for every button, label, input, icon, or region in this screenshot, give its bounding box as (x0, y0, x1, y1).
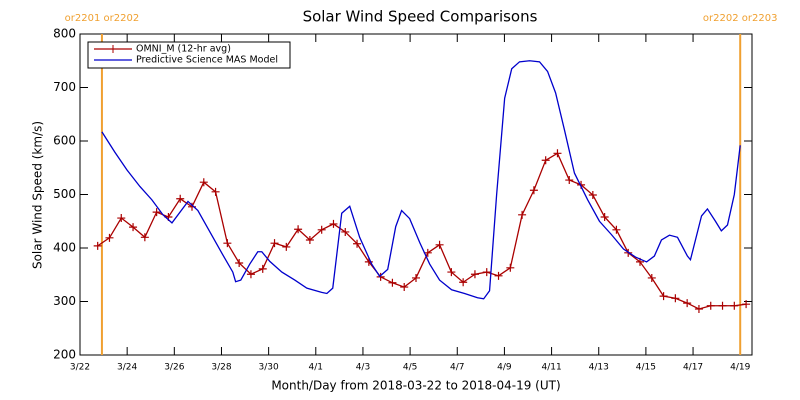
point-marker (294, 225, 303, 234)
point-marker (223, 239, 232, 248)
point-marker (400, 283, 409, 292)
x-tick-label: 4/13 (589, 363, 609, 373)
point-marker (694, 304, 703, 313)
point-marker (435, 240, 444, 249)
point-marker (718, 301, 727, 310)
point-marker (329, 219, 338, 228)
x-tick-label: 3/24 (117, 363, 137, 373)
point-marker (317, 225, 326, 234)
legend-label: Predictive Science MAS Model (136, 55, 278, 66)
boundary-label: or2202 or2203 (703, 13, 778, 24)
point-marker (588, 191, 597, 200)
boundary-label: or2201 or2202 (65, 13, 140, 24)
point-marker (518, 210, 527, 219)
point-marker (482, 268, 491, 277)
point-marker (341, 227, 350, 236)
point-marker (176, 194, 185, 203)
x-tick-label: 3/26 (164, 363, 184, 373)
x-tick-label: 3/28 (211, 363, 231, 373)
point-marker (258, 264, 267, 273)
x-tick-label: 3/30 (259, 363, 279, 373)
y-tick-label: 500 (53, 187, 76, 201)
point-marker (459, 278, 468, 287)
chart-title: Solar Wind Speed Comparisons (303, 8, 538, 26)
point-marker (246, 270, 255, 279)
y-tick-label: 300 (53, 294, 76, 308)
y-tick-label: 200 (53, 348, 76, 362)
point-marker (671, 294, 680, 303)
x-tick-label: 4/1 (309, 363, 323, 373)
point-marker (742, 300, 751, 309)
point-marker (529, 186, 538, 195)
x-tick-label: 4/5 (403, 363, 417, 373)
point-marker (683, 299, 692, 308)
x-tick-label: 4/11 (541, 363, 561, 373)
point-marker (353, 239, 362, 248)
x-axis-label: Month/Day from 2018-03-22 to 2018-04-19 … (271, 379, 560, 393)
point-marker (541, 156, 550, 165)
point-marker (494, 271, 503, 280)
legend-marker (109, 45, 117, 53)
point-marker (305, 235, 314, 244)
y-tick-label: 800 (53, 27, 76, 41)
point-marker (105, 233, 114, 242)
point-marker (140, 233, 149, 242)
legend-label: OMNI_M (12-hr avg) (136, 44, 231, 55)
point-marker (270, 239, 279, 248)
series-line (97, 152, 747, 310)
point-marker (447, 268, 456, 277)
x-tick-label: 4/7 (450, 363, 464, 373)
x-tick-label: 3/22 (70, 363, 90, 373)
point-marker (152, 208, 161, 217)
y-tick-label: 600 (53, 134, 76, 148)
point-marker (506, 263, 515, 272)
point-marker (93, 241, 102, 250)
point-marker (129, 223, 138, 232)
point-marker (600, 212, 609, 221)
point-marker (199, 178, 208, 187)
point-marker (235, 258, 244, 267)
y-axis-label: Solar Wind Speed (km/s) (31, 121, 45, 269)
x-tick-label: 4/15 (636, 363, 656, 373)
legend-box (87, 41, 291, 69)
y-tick-label: 700 (53, 80, 76, 94)
point-marker (470, 270, 479, 279)
series-line (101, 60, 741, 300)
point-marker (282, 242, 291, 251)
point-marker (706, 301, 715, 310)
point-marker (565, 176, 574, 185)
point-marker (117, 214, 126, 223)
point-marker (612, 225, 621, 234)
point-marker (412, 273, 420, 282)
point-marker (647, 273, 656, 282)
plot-frame (79, 33, 753, 356)
x-tick-label: 4/19 (730, 363, 750, 373)
point-marker (553, 149, 562, 158)
point-marker (730, 301, 739, 310)
point-marker (659, 292, 668, 301)
point-marker (211, 187, 220, 196)
point-marker (388, 278, 397, 287)
x-tick-label: 4/9 (497, 363, 512, 373)
x-tick-label: 4/3 (356, 363, 370, 373)
point-marker (376, 272, 385, 281)
y-tick-label: 400 (53, 241, 76, 255)
x-tick-label: 4/17 (683, 363, 703, 373)
